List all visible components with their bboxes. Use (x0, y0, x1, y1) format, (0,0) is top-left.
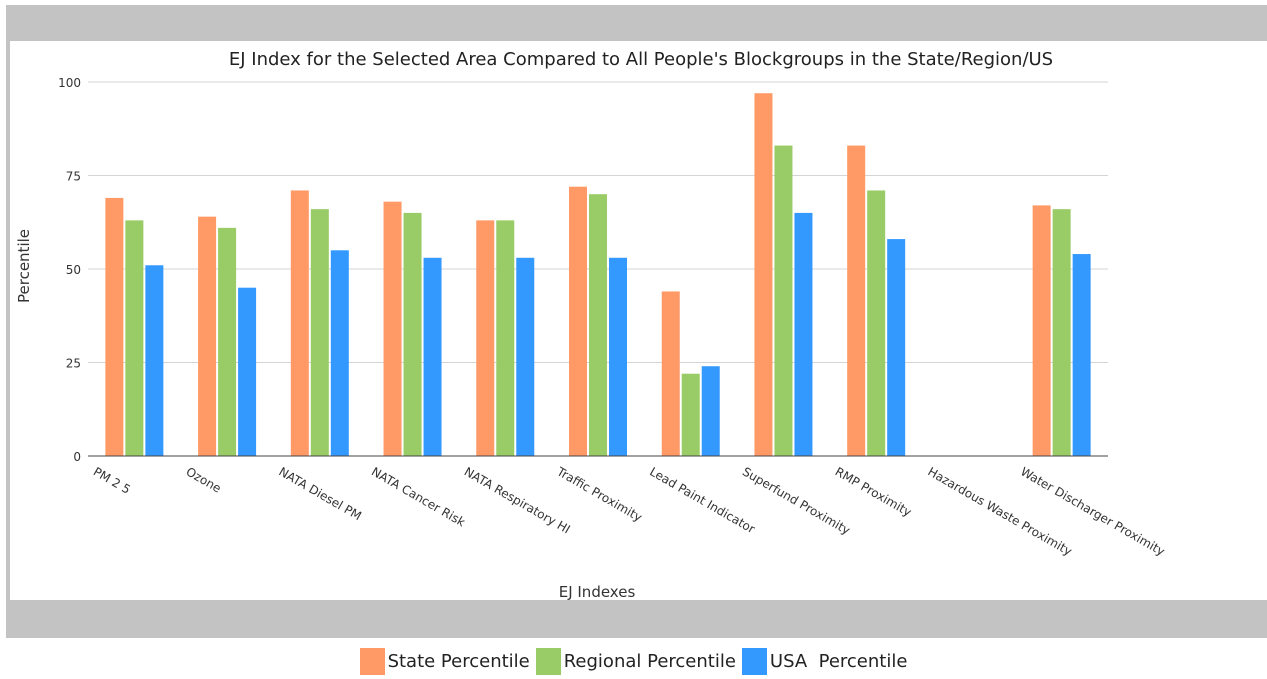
bar (330, 250, 349, 456)
y-tick-label: 50 (66, 263, 81, 277)
bar (1032, 205, 1051, 456)
bar (1072, 254, 1091, 456)
bar (754, 93, 773, 456)
bar (310, 209, 329, 456)
bar (145, 265, 164, 456)
x-tick-label: Traffic Proximity (554, 464, 645, 525)
y-tick-label: 0 (73, 450, 81, 464)
x-tick-label: Ozone (184, 464, 224, 495)
legend-label: Regional Percentile (563, 651, 736, 672)
y-tick-label: 25 (66, 357, 81, 371)
legend-label: State Percentile (387, 651, 530, 672)
bar (290, 190, 309, 456)
x-tick-label: Hazardous Waste Proximity (925, 464, 1074, 558)
bar (569, 186, 587, 456)
bar (496, 220, 515, 456)
x-tick-label: RMP Proximity (833, 464, 914, 519)
bar (476, 220, 495, 456)
bar (661, 291, 680, 456)
bar (867, 190, 886, 456)
bar (423, 257, 442, 456)
y-tick-label: 75 (66, 170, 81, 184)
x-axis-label: EJ Indexes (559, 583, 636, 601)
bar (887, 239, 906, 456)
bar (383, 201, 402, 456)
y-axis-label: Percentile (15, 229, 33, 303)
bar (516, 257, 535, 456)
bar (589, 194, 607, 456)
chart-title: EJ Index for the Selected Area Compared … (229, 49, 1053, 70)
bar (403, 212, 422, 456)
bar (847, 145, 866, 456)
bar (701, 366, 720, 456)
legend-swatch (535, 648, 561, 675)
legend-label: USA Percentile (769, 651, 908, 672)
bar (218, 227, 237, 456)
bar (198, 216, 217, 456)
x-tick-label: NATA Cancer Risk (369, 464, 468, 529)
bar (794, 212, 813, 456)
bar-chart: EJ Index for the Selected Area Compared … (15, 49, 1167, 601)
x-tick-label: Water Discharger Proximity (1018, 464, 1167, 558)
bar (774, 145, 793, 456)
legend-item: Regional Percentile (535, 648, 736, 675)
bar (681, 373, 700, 456)
chart-legend: State Percentile Regional Percentile USA P… (0, 648, 1267, 675)
bar (105, 197, 124, 456)
y-tick-label: 100 (58, 76, 81, 90)
bar (125, 220, 144, 456)
bar (609, 257, 627, 456)
x-tick-label: PM 2 5 (91, 464, 133, 496)
legend-item: State Percentile (359, 648, 530, 675)
bar (238, 287, 257, 456)
x-tick-label: NATA Diesel PM (276, 464, 364, 523)
legend-item: USA Percentile (741, 648, 908, 675)
bar (1052, 209, 1071, 456)
legend-swatch (359, 648, 385, 675)
legend-swatch (741, 648, 767, 675)
